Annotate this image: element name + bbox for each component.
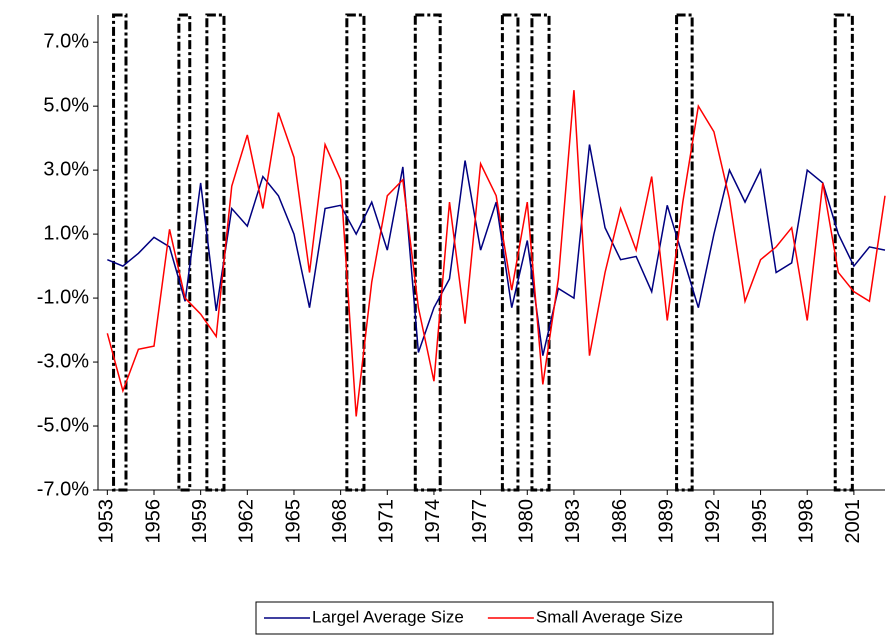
x-tick-label: 1956: [142, 499, 164, 544]
recession-box: [675, 13, 694, 492]
x-tick-label: 1995: [749, 499, 771, 544]
x-tick-label: 1968: [329, 499, 351, 544]
recession-box: [345, 13, 366, 492]
y-tick-label: -1.0%: [37, 286, 89, 308]
x-tick-label: 1980: [516, 499, 538, 544]
x-tick-label: 1974: [422, 499, 444, 544]
recession-box: [833, 13, 854, 492]
x-tick-label: 2001: [842, 499, 864, 544]
legend: Largel Average Size Small Average Size: [255, 601, 774, 635]
x-tick-label: 1962: [236, 499, 258, 544]
x-tick-label: 1953: [96, 499, 118, 544]
recession-box: [500, 13, 520, 492]
recession-box: [530, 13, 551, 492]
x-tick-label: 1983: [562, 499, 584, 544]
y-tick-label: -7.0%: [37, 478, 89, 500]
x-tick-label: 1965: [282, 499, 304, 544]
series-line: [107, 144, 886, 356]
x-tick-label: 1971: [376, 499, 398, 544]
y-tick-label: 5.0%: [43, 94, 89, 116]
x-tick-label: 1959: [189, 499, 211, 544]
x-tick-label: 1986: [609, 499, 631, 544]
y-tick-label: 3.0%: [43, 158, 89, 180]
recession-box: [177, 13, 192, 492]
x-tick-label: 1992: [702, 499, 724, 544]
legend-label: Largel Average Size: [312, 607, 464, 626]
x-tick-label: 1989: [656, 499, 678, 544]
recession-box: [413, 13, 442, 492]
y-tick-label: -3.0%: [37, 350, 89, 372]
y-tick-label: 1.0%: [43, 222, 89, 244]
legend-label: Small Average Size: [536, 607, 683, 626]
y-tick-label: 7.0%: [43, 30, 89, 52]
y-tick-label: -5.0%: [37, 414, 89, 436]
x-tick-label: 1998: [796, 499, 818, 544]
legend-box: [255, 601, 774, 635]
x-tick-label: 1977: [469, 499, 491, 544]
series-line: [106, 90, 886, 417]
recession-box: [112, 13, 128, 492]
